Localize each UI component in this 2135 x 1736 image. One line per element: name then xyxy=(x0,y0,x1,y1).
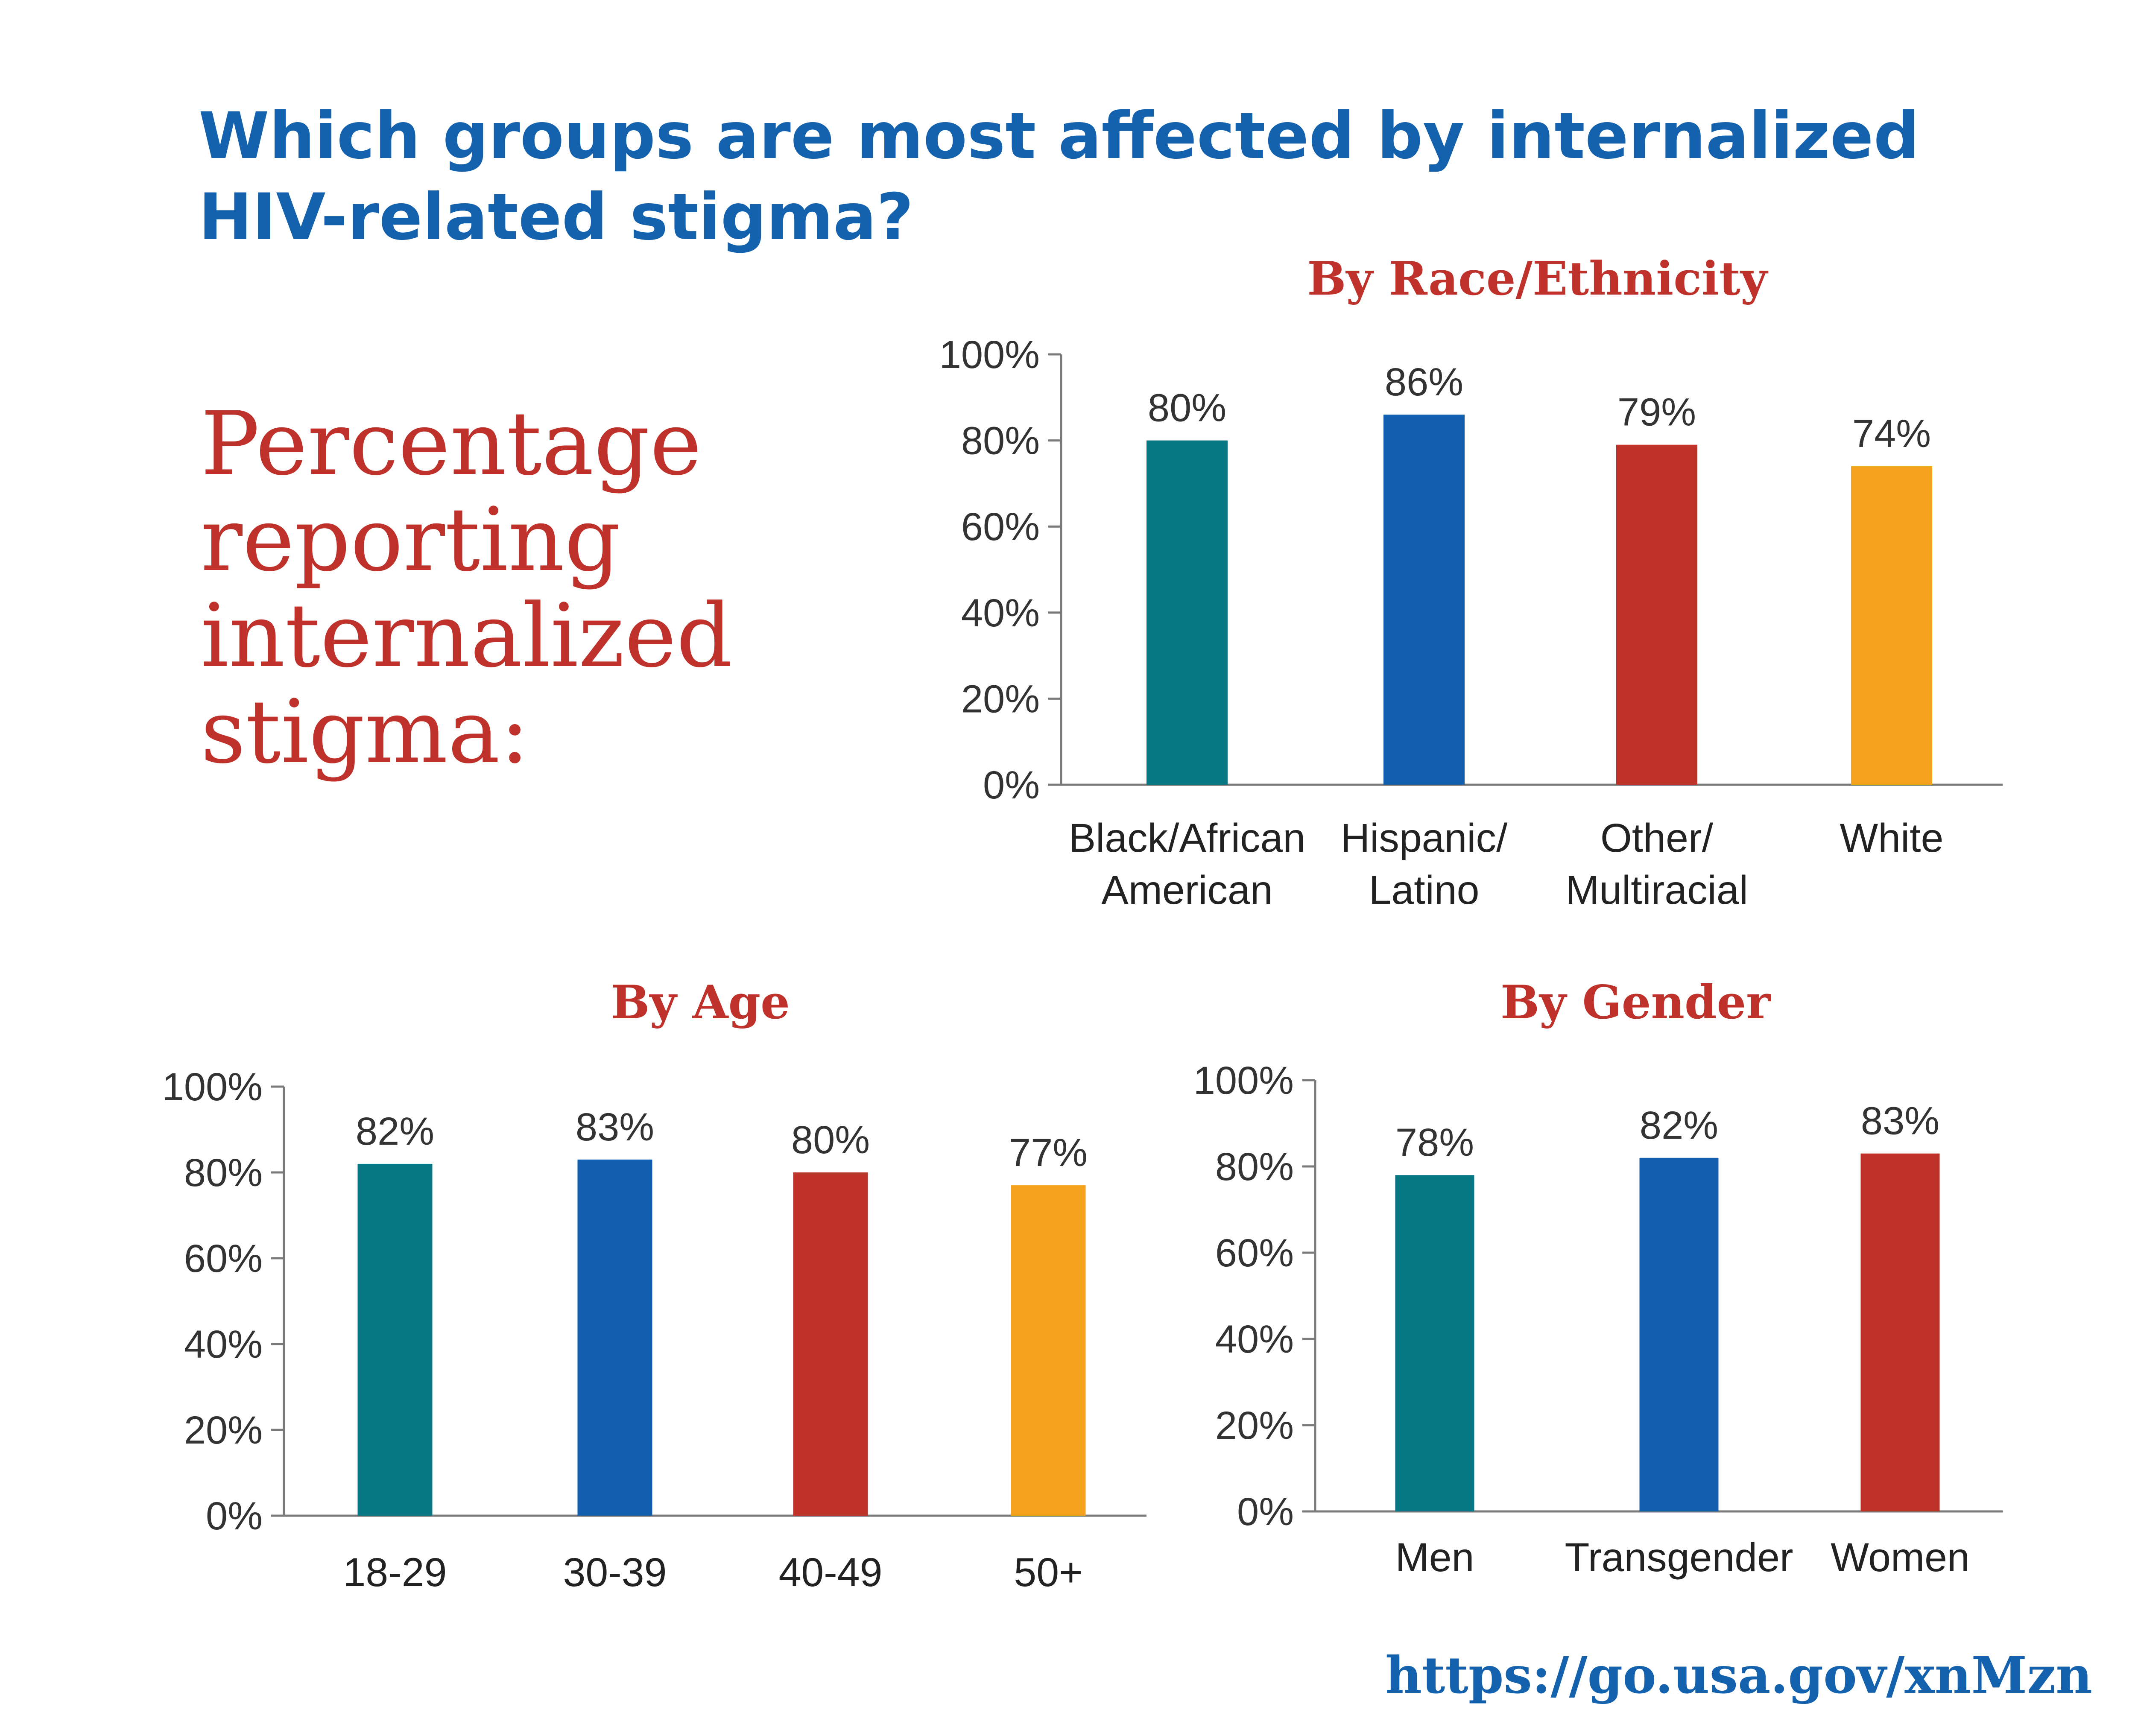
y-tick-label: 100% xyxy=(1193,1059,1294,1102)
x-tick-label: Hispanic/ xyxy=(1341,815,1508,861)
intro-heading: Percentage reporting internalized stigma… xyxy=(201,393,732,783)
bar xyxy=(1851,466,1932,785)
bar xyxy=(1860,1153,1940,1511)
y-tick-label: 20% xyxy=(1215,1404,1294,1447)
data-label: 82% xyxy=(1640,1104,1718,1147)
x-tick-label: Other/ xyxy=(1600,815,1714,861)
intro-line-3: internalized xyxy=(201,585,732,687)
bar xyxy=(1146,440,1228,785)
y-tick-label: 60% xyxy=(961,505,1040,549)
x-tick-label: 50+ xyxy=(1014,1550,1082,1595)
y-tick-label: 0% xyxy=(1237,1490,1294,1534)
y-tick-label: 100% xyxy=(939,333,1040,377)
x-tick-label: Women xyxy=(1831,1535,1970,1580)
y-tick-label: 40% xyxy=(1215,1318,1294,1361)
y-tick-label: 20% xyxy=(184,1409,263,1452)
data-label: 78% xyxy=(1395,1121,1474,1164)
y-tick-label: 80% xyxy=(1215,1145,1294,1189)
data-label: 80% xyxy=(791,1118,870,1162)
x-tick-label: Transgender xyxy=(1565,1535,1793,1580)
y-tick-label: 80% xyxy=(961,419,1040,463)
y-tick-label: 0% xyxy=(983,763,1040,807)
x-tick-label: 30-39 xyxy=(563,1550,667,1595)
y-tick-label: 40% xyxy=(961,591,1040,635)
data-label: 82% xyxy=(356,1110,434,1153)
data-label: 80% xyxy=(1148,386,1226,430)
bar xyxy=(1011,1185,1086,1516)
x-tick-label: 18-29 xyxy=(343,1550,447,1595)
y-tick-label: 0% xyxy=(206,1494,263,1538)
x-tick-label: Men xyxy=(1395,1535,1474,1580)
bar xyxy=(1616,444,1697,785)
page-title-line-1: Which groups are most affected by intern… xyxy=(199,99,1919,173)
page-title-line-2: HIV-related stigma? xyxy=(199,180,913,254)
intro-line-4: stigma: xyxy=(201,681,529,783)
x-tick-label: Black/African xyxy=(1069,815,1305,861)
data-label: 83% xyxy=(576,1105,654,1149)
chart-title: By Gender xyxy=(1500,976,1771,1029)
bar xyxy=(1395,1175,1474,1511)
chart-title: By Race/Ethnicity xyxy=(1307,252,1769,306)
chart-by-gender: By Gender 0% 20% 40% 60% 80% 100% 78% Men 82% Tran… xyxy=(1193,976,2003,1580)
bar xyxy=(577,1159,652,1516)
y-tick-label: 60% xyxy=(184,1237,263,1280)
data-label: 83% xyxy=(1861,1099,1939,1143)
x-tick-label: Latino xyxy=(1369,868,1480,913)
y-tick-label: 80% xyxy=(184,1151,263,1195)
bar xyxy=(357,1163,433,1516)
bar xyxy=(1639,1157,1719,1511)
y-tick-label: 40% xyxy=(184,1323,263,1366)
data-label: 79% xyxy=(1617,391,1696,434)
x-tick-label: Multiracial xyxy=(1565,868,1748,913)
x-tick-label: American xyxy=(1101,868,1272,913)
x-tick-label: 40-49 xyxy=(779,1550,883,1595)
y-tick-label: 20% xyxy=(961,677,1040,721)
y-tick-label: 100% xyxy=(162,1065,263,1109)
intro-line-2: reporting xyxy=(201,489,620,591)
data-label: 86% xyxy=(1385,360,1463,404)
intro-line-1: Percentage xyxy=(201,393,702,495)
chart-title: By Age xyxy=(611,976,790,1029)
bar xyxy=(793,1172,868,1516)
bar xyxy=(1383,415,1465,785)
chart-by-race-ethnicity: By Race/Ethnicity 0% 20% 40% 60% 80% 100% 80% Bl… xyxy=(939,252,2003,913)
x-tick-label: White xyxy=(1840,815,1944,861)
data-label: 77% xyxy=(1009,1131,1088,1175)
y-tick-label: 60% xyxy=(1215,1231,1294,1275)
chart-by-age: By Age 0% 20% 40% 60% 80% 100% 82% 18-29 83% 30-39… xyxy=(162,976,1146,1595)
data-label: 74% xyxy=(1852,412,1931,456)
source-url-link[interactable]: https://go.usa.gov/xnMzn xyxy=(1385,1645,2092,1705)
